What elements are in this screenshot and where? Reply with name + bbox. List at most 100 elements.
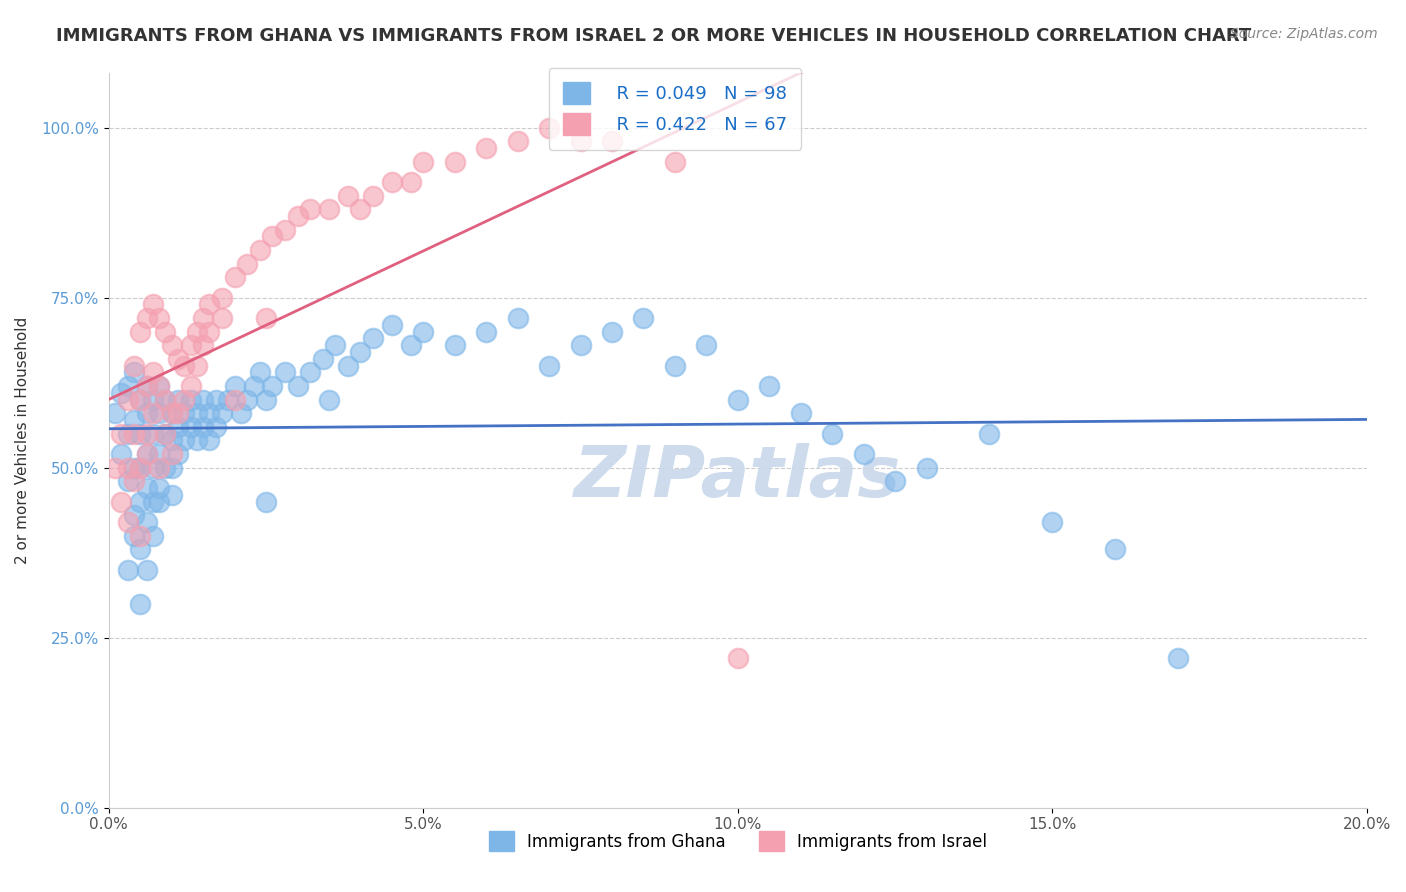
Point — [180, 420, 202, 434]
Point — [198, 297, 221, 311]
Point — [1040, 515, 1063, 529]
Point — [148, 379, 170, 393]
Point — [664, 154, 686, 169]
Point — [349, 345, 371, 359]
Point — [361, 331, 384, 345]
Point — [110, 426, 132, 441]
Point — [167, 447, 190, 461]
Text: ZIPatlas: ZIPatlas — [574, 442, 901, 512]
Point — [236, 392, 259, 407]
Point — [211, 406, 233, 420]
Point — [122, 508, 145, 523]
Point — [160, 460, 183, 475]
Point — [142, 529, 165, 543]
Point — [249, 243, 271, 257]
Point — [186, 406, 208, 420]
Point — [299, 366, 322, 380]
Point — [758, 379, 780, 393]
Point — [506, 134, 529, 148]
Point — [129, 426, 152, 441]
Y-axis label: 2 or more Vehicles in Household: 2 or more Vehicles in Household — [15, 317, 30, 564]
Point — [569, 134, 592, 148]
Point — [254, 392, 277, 407]
Point — [274, 222, 297, 236]
Point — [129, 529, 152, 543]
Point — [538, 359, 561, 373]
Point — [129, 325, 152, 339]
Point — [129, 460, 152, 475]
Point — [412, 154, 434, 169]
Point — [538, 120, 561, 135]
Point — [135, 406, 157, 420]
Text: Source: ZipAtlas.com: Source: ZipAtlas.com — [1230, 27, 1378, 41]
Point — [242, 379, 264, 393]
Point — [443, 154, 465, 169]
Point — [361, 188, 384, 202]
Point — [160, 434, 183, 448]
Point — [167, 420, 190, 434]
Point — [110, 385, 132, 400]
Point — [727, 651, 749, 665]
Point — [727, 392, 749, 407]
Point — [129, 392, 152, 407]
Point — [117, 460, 139, 475]
Point — [160, 488, 183, 502]
Point — [160, 406, 183, 420]
Point — [122, 475, 145, 489]
Point — [193, 311, 215, 326]
Point — [399, 175, 422, 189]
Point — [155, 460, 177, 475]
Point — [104, 460, 127, 475]
Point — [155, 426, 177, 441]
Point — [167, 351, 190, 366]
Point — [135, 515, 157, 529]
Point — [173, 359, 195, 373]
Point — [979, 426, 1001, 441]
Point — [915, 460, 938, 475]
Point — [135, 563, 157, 577]
Point — [198, 434, 221, 448]
Point — [193, 420, 215, 434]
Point — [155, 426, 177, 441]
Point — [110, 494, 132, 508]
Point — [224, 379, 246, 393]
Point — [142, 494, 165, 508]
Point — [349, 202, 371, 217]
Point — [135, 379, 157, 393]
Point — [274, 366, 297, 380]
Point — [475, 141, 498, 155]
Point — [323, 338, 346, 352]
Point — [186, 434, 208, 448]
Point — [173, 434, 195, 448]
Point — [135, 447, 157, 461]
Point — [312, 351, 335, 366]
Point — [117, 392, 139, 407]
Point — [155, 325, 177, 339]
Point — [193, 392, 215, 407]
Point — [193, 338, 215, 352]
Point — [173, 406, 195, 420]
Point — [318, 202, 340, 217]
Point — [1167, 651, 1189, 665]
Point — [204, 392, 226, 407]
Point — [135, 311, 157, 326]
Point — [117, 475, 139, 489]
Point — [381, 318, 404, 332]
Point — [167, 392, 190, 407]
Point — [180, 392, 202, 407]
Point — [122, 366, 145, 380]
Point — [236, 257, 259, 271]
Point — [122, 460, 145, 475]
Point — [287, 209, 309, 223]
Point — [135, 481, 157, 495]
Point — [299, 202, 322, 217]
Point — [569, 338, 592, 352]
Point — [135, 447, 157, 461]
Point — [122, 426, 145, 441]
Point — [160, 406, 183, 420]
Point — [399, 338, 422, 352]
Point — [129, 460, 152, 475]
Point — [142, 366, 165, 380]
Point — [148, 311, 170, 326]
Point — [506, 311, 529, 326]
